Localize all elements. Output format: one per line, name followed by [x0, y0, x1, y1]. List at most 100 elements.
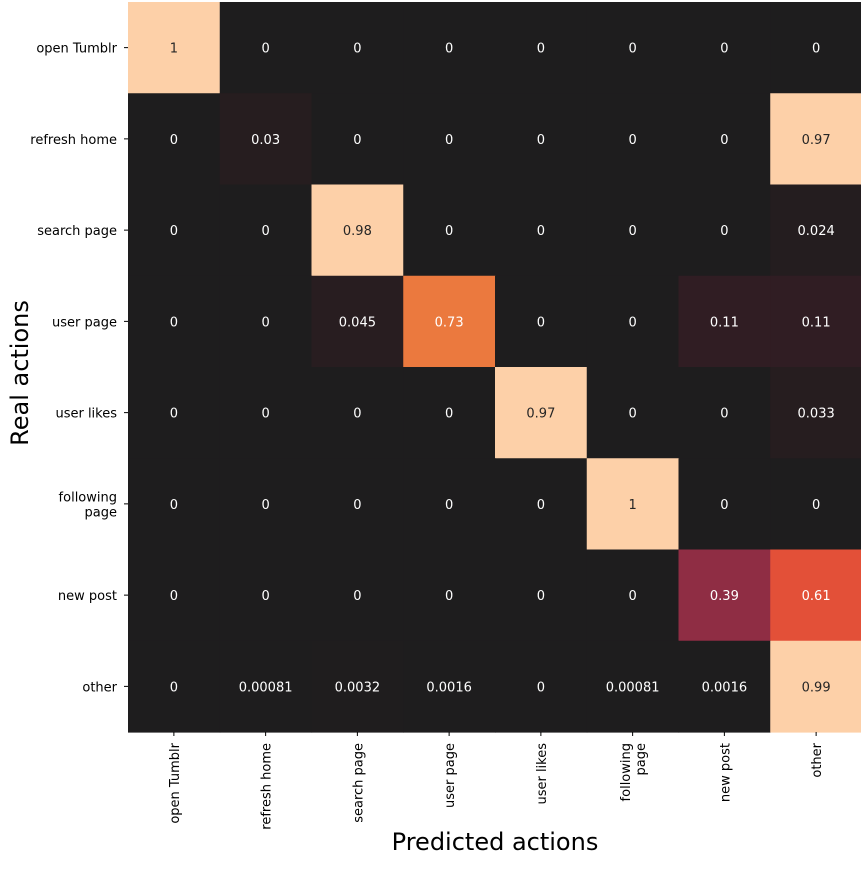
cell-value-label: 0 [537, 42, 545, 57]
heatmap-cell [495, 2, 588, 94]
x-tick-label: new post [718, 743, 733, 802]
y-tick-label: other [82, 680, 117, 695]
cell-value-label: 0 [720, 42, 728, 57]
cell-value-label: 1 [628, 498, 636, 513]
cell-value-label: 0 [353, 407, 361, 422]
x-axis-ticks: open Tumblr refresh home search page user p… [168, 732, 825, 830]
cell-value-label: 0 [445, 589, 453, 604]
cell-value-label: 0.99 [802, 680, 831, 695]
y-axis-ticks: open Tumblr refresh home search page user p… [30, 42, 128, 695]
heatmap-cell [403, 549, 496, 642]
y-tick-label: open Tumblr [36, 42, 117, 57]
cell-value-label: 0.61 [802, 589, 831, 604]
cell-value-label: 0 [537, 315, 545, 330]
heatmap-cell [770, 184, 861, 277]
heatmap-cell [219, 275, 313, 368]
heatmap-cell [495, 458, 588, 551]
heatmap-cell [678, 640, 771, 733]
x-tick-label: other [810, 742, 825, 777]
cell-value-label: 0 [445, 224, 453, 239]
heatmap-cell [128, 458, 221, 551]
heatmap-cell [586, 2, 680, 94]
heatmap-cell [678, 93, 771, 186]
x-axis-label: Predicted actions [392, 828, 599, 856]
cell-value-label: 0 [445, 498, 453, 513]
cell-value-label: 0 [261, 407, 269, 422]
heatmap-cell [586, 93, 680, 186]
cell-value-label: 0 [537, 680, 545, 695]
heatmap-cell [403, 640, 496, 733]
cell-value-label: 0.0032 [335, 680, 381, 695]
cell-value-label: 0 [170, 133, 178, 148]
cell-value-label: 0 [353, 589, 361, 604]
heatmap-cell [403, 367, 496, 459]
cell-value-label: 0 [170, 680, 178, 695]
cell-value-label: 0 [720, 498, 728, 513]
cell-value-label: 0 [170, 498, 178, 513]
cell-value-label: 0 [261, 315, 269, 330]
heatmap-cell [219, 640, 313, 733]
cell-value-label: 0 [353, 498, 361, 513]
heatmap-cell [311, 2, 404, 94]
heatmap-cell [495, 549, 588, 642]
heatmap-cell [586, 367, 680, 459]
cell-value-label: 0 [628, 589, 636, 604]
x-tick-label: followingpage [619, 743, 649, 801]
heatmap-cell [219, 184, 313, 277]
heatmap-cell [403, 2, 496, 94]
cell-value-label: 0 [261, 498, 269, 513]
cell-value-label: 0.00081 [239, 680, 293, 695]
heatmap-cell-labels: 1 0 0 0 0 0 0 0 0 0.03 0 0 0 0 0 0.97 0 0 0.98 0 0 0 0 0.024 0 0 0… [170, 42, 835, 696]
cell-value-label: 0 [170, 224, 178, 239]
y-tick-label: user page [52, 315, 117, 330]
heatmap-cell [311, 640, 404, 733]
cell-value-label: 1 [170, 42, 178, 57]
cell-value-label: 0.00081 [606, 680, 660, 695]
cell-value-label: 0.97 [526, 407, 555, 422]
cell-value-label: 0 [261, 42, 269, 57]
heatmap-cell [311, 367, 404, 459]
y-tick-label: user likes [55, 407, 117, 422]
heatmap-cell [495, 367, 588, 459]
heatmap-cell [219, 549, 313, 642]
heatmap-cell [219, 2, 313, 94]
x-tick-label: refresh home [260, 743, 275, 830]
heatmap-cell [311, 184, 404, 277]
heatmap-cell [770, 93, 861, 186]
cell-value-label: 0.03 [251, 133, 280, 148]
cell-value-label: 0 [628, 224, 636, 239]
y-tick-label: refresh home [30, 133, 117, 148]
heatmap-cell [495, 184, 588, 277]
heatmap-cell [403, 458, 496, 551]
cell-value-label: 0 [261, 589, 269, 604]
heatmap-cell [678, 2, 771, 94]
heatmap-cell [403, 93, 496, 186]
cell-value-label: 0 [353, 42, 361, 57]
heatmap-cell [128, 549, 221, 642]
heatmap-cell [586, 275, 680, 368]
heatmap-cell [770, 2, 861, 94]
cell-value-label: 0.024 [798, 224, 835, 239]
heatmap-cell [586, 640, 680, 733]
heatmap-cell [495, 93, 588, 186]
cell-value-label: 0 [720, 407, 728, 422]
heatmap-cell [678, 549, 771, 642]
heatmap-cell [128, 640, 221, 733]
cell-value-label: 0 [170, 589, 178, 604]
heatmap-cell [678, 367, 771, 459]
cell-value-label: 0.11 [802, 315, 831, 330]
cell-value-label: 0.11 [710, 315, 739, 330]
cell-value-label: 0 [353, 133, 361, 148]
heatmap-cell [128, 184, 221, 277]
cell-value-label: 0 [445, 133, 453, 148]
cell-value-label: 0 [445, 407, 453, 422]
cell-value-label: 0 [537, 224, 545, 239]
cell-value-label: 0 [170, 315, 178, 330]
cell-value-label: 0 [170, 407, 178, 422]
heatmap-cell [678, 184, 771, 277]
y-tick-label: new post [58, 589, 117, 604]
heatmap-cell [586, 184, 680, 277]
cell-value-label: 0.0016 [426, 680, 472, 695]
cell-value-label: 0 [537, 133, 545, 148]
heatmap-cell [128, 2, 221, 94]
